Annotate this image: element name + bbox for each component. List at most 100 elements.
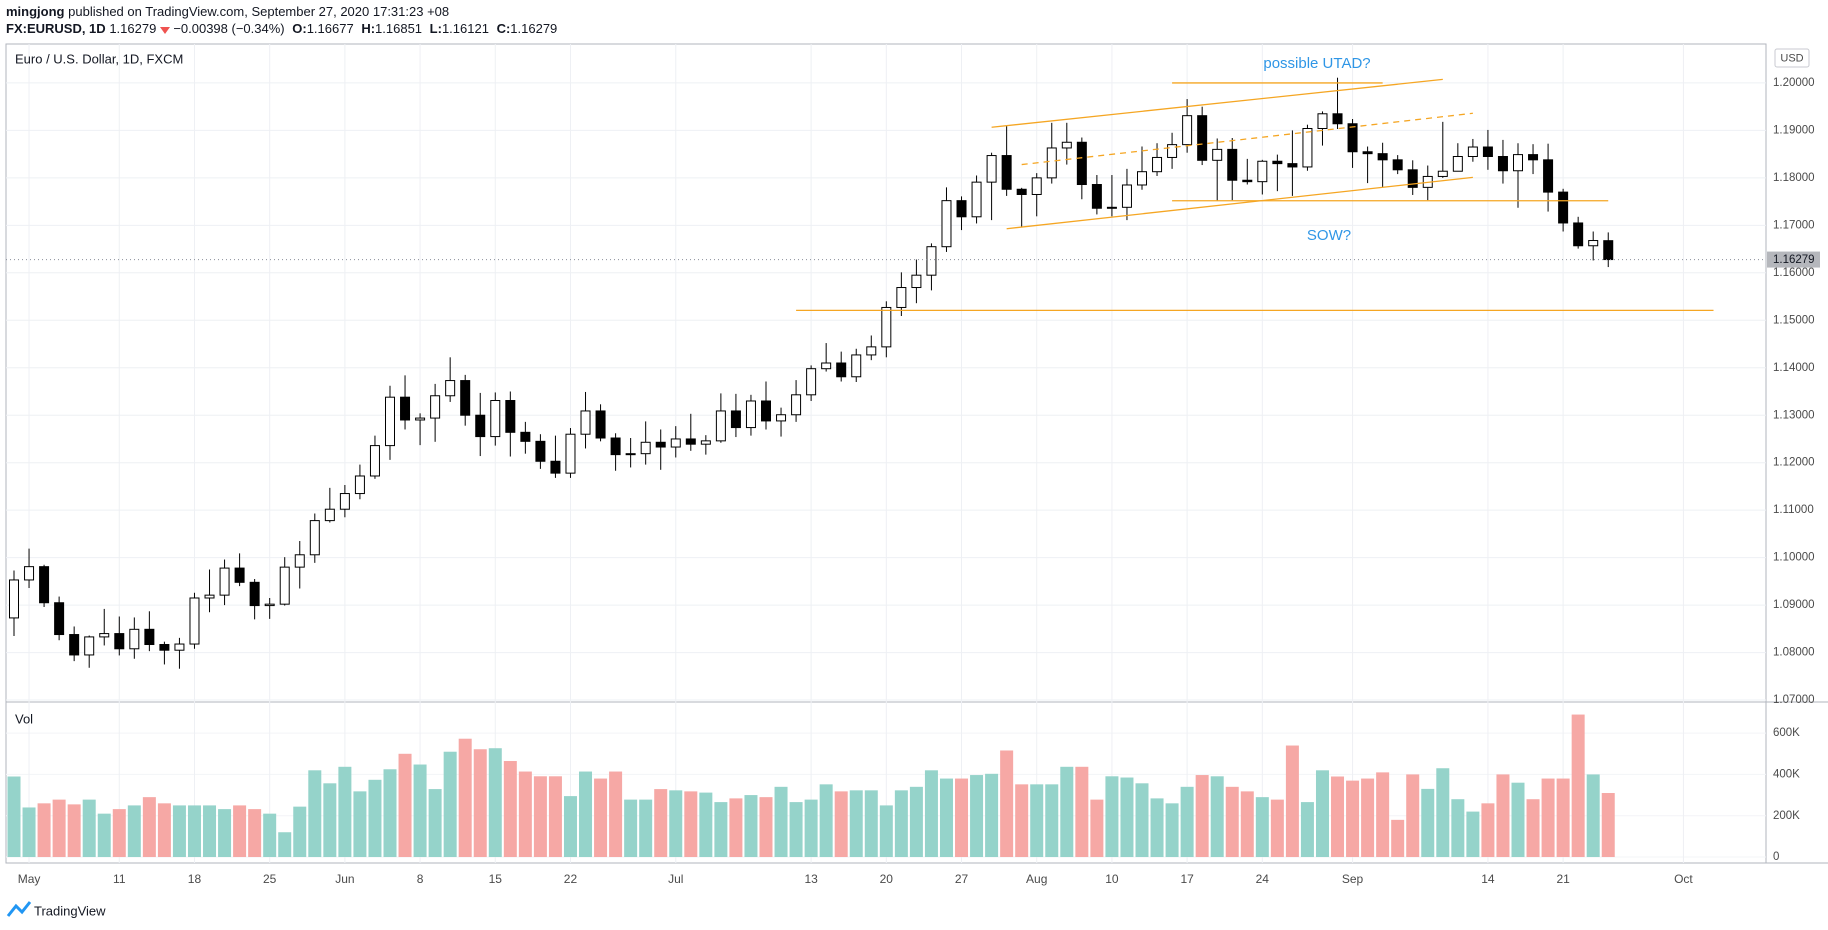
volume-bar <box>1556 778 1570 858</box>
candle-body <box>1287 163 1298 168</box>
volume-bar <box>563 796 577 858</box>
candle-body <box>279 566 290 605</box>
y2-tick-label: 0 <box>1773 851 1779 863</box>
x-tick-label: Jul <box>668 872 683 886</box>
volume-bar <box>939 778 953 858</box>
field-value: 1.16851 <box>375 21 423 36</box>
candle-body <box>39 566 50 604</box>
field-label: O: <box>292 21 307 36</box>
volume-bar <box>1421 788 1435 858</box>
volume-bar <box>1150 798 1164 858</box>
candle-body <box>1242 179 1253 183</box>
candle-body <box>730 410 741 429</box>
volume-bar <box>157 803 171 858</box>
candle-body <box>881 306 892 348</box>
candle-body <box>1046 147 1057 179</box>
candle-body <box>896 287 907 308</box>
x-tick-label: 27 <box>955 872 969 886</box>
y-tick-label: 1.12000 <box>1773 457 1815 469</box>
volume-bar <box>263 813 277 858</box>
candle-body <box>234 567 245 583</box>
volume-bar <box>1541 778 1555 858</box>
footer-brand: TradingView <box>34 903 106 918</box>
candle-body <box>1543 159 1554 193</box>
x-tick-label: 10 <box>1105 872 1119 886</box>
volume-bar <box>1090 799 1104 858</box>
candle-body <box>69 634 80 656</box>
volume-bar <box>293 806 307 858</box>
candle-body <box>174 643 185 651</box>
x-tick-label: 13 <box>804 872 818 886</box>
candle-body <box>1528 154 1539 161</box>
trend-line <box>991 78 1443 128</box>
volume-bar <box>699 792 713 858</box>
volume-bar <box>1436 768 1450 858</box>
volume-bar <box>894 790 908 858</box>
y-tick-label: 1.10000 <box>1773 552 1815 564</box>
candle-body <box>1347 123 1358 153</box>
volume-bar <box>172 805 186 858</box>
currency-label: USD <box>1780 52 1803 64</box>
candle-body <box>249 581 260 607</box>
candle-body <box>715 410 726 442</box>
x-tick-label: May <box>18 872 41 886</box>
candle-body <box>986 155 997 183</box>
candle-body <box>866 346 877 356</box>
y-tick-label: 1.16000 <box>1773 267 1815 279</box>
volume-bar <box>1391 819 1405 858</box>
field-value: 1.16121 <box>441 21 489 36</box>
labels: 1.07000 1.08000 1.09000 1.10000 1.11000 1.120… <box>18 55 1820 886</box>
volume-bar <box>624 799 638 858</box>
candle-body <box>851 354 862 378</box>
volume-bar <box>368 779 382 858</box>
volume-bar <box>1030 784 1044 858</box>
y-tick-label: 1.13000 <box>1773 409 1815 421</box>
candle-body <box>595 410 606 439</box>
candle-body <box>415 417 426 421</box>
volume-bar <box>955 778 969 858</box>
candle-body <box>971 181 982 218</box>
candle-body <box>1137 171 1147 186</box>
y2-tick-label: 600K <box>1773 727 1800 739</box>
candle-body <box>219 567 230 596</box>
volume-bar <box>579 771 593 858</box>
candle-body <box>1467 146 1478 158</box>
header-line-1: mingjong published on TradingView.com, S… <box>6 4 453 19</box>
field-value: 1.16677 <box>306 21 354 36</box>
volume-bar <box>1255 797 1269 858</box>
volume-bar <box>1496 774 1510 858</box>
x-tick-label: 20 <box>880 872 894 886</box>
volume-bar <box>1135 783 1149 858</box>
candle-body <box>24 566 35 581</box>
volume-bar <box>1210 776 1224 858</box>
change: −0.00398 (−0.34%) <box>173 21 285 36</box>
y-tick-label: 1.14000 <box>1773 362 1815 374</box>
x-tick-label: 25 <box>263 872 277 886</box>
volume-bar <box>669 790 683 858</box>
marks <box>6 77 1766 858</box>
candle-body <box>1588 240 1599 247</box>
candle-body <box>1452 156 1463 172</box>
volume-bar <box>834 791 848 858</box>
x-tick-label: 11 <box>113 872 126 886</box>
candle-body <box>204 594 215 599</box>
candle-body <box>159 644 170 651</box>
volume-bar <box>353 791 367 858</box>
down-arrow <box>160 26 171 34</box>
candle-body <box>836 362 847 378</box>
candle-body <box>9 579 19 619</box>
field-label: L: <box>429 21 442 36</box>
y-tick-label: 1.17000 <box>1773 219 1815 231</box>
volume-bar <box>714 802 728 858</box>
volume-bar <box>1270 799 1284 858</box>
candle-body <box>430 395 441 419</box>
volume-bar <box>1300 802 1314 858</box>
y-tick-label: 1.20000 <box>1773 77 1815 89</box>
candle-body <box>189 597 200 645</box>
volume-bar <box>218 809 232 858</box>
candle-body <box>1061 141 1072 149</box>
volume-bar <box>187 805 201 858</box>
volume-bar <box>1451 799 1465 858</box>
candle-body <box>1091 184 1102 209</box>
